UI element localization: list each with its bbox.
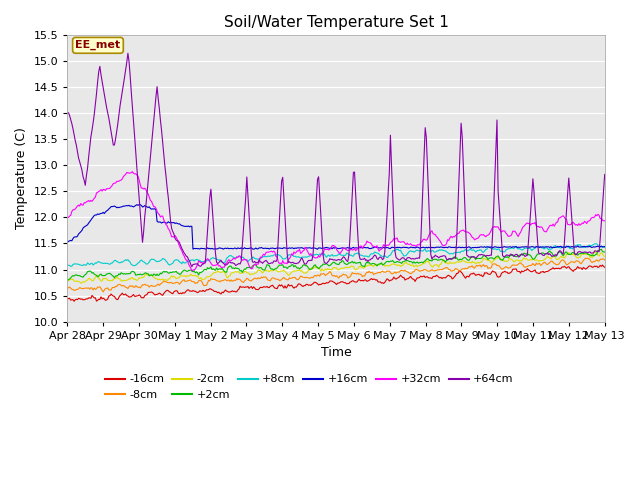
X-axis label: Time: Time xyxy=(321,346,351,359)
Y-axis label: Temperature (C): Temperature (C) xyxy=(15,128,28,229)
Title: Soil/Water Temperature Set 1: Soil/Water Temperature Set 1 xyxy=(223,15,449,30)
Legend: -16cm, -8cm, -2cm, +2cm, +8cm, +16cm, +32cm, +64cm: -16cm, -8cm, -2cm, +2cm, +8cm, +16cm, +3… xyxy=(100,370,518,405)
Text: EE_met: EE_met xyxy=(76,40,120,50)
